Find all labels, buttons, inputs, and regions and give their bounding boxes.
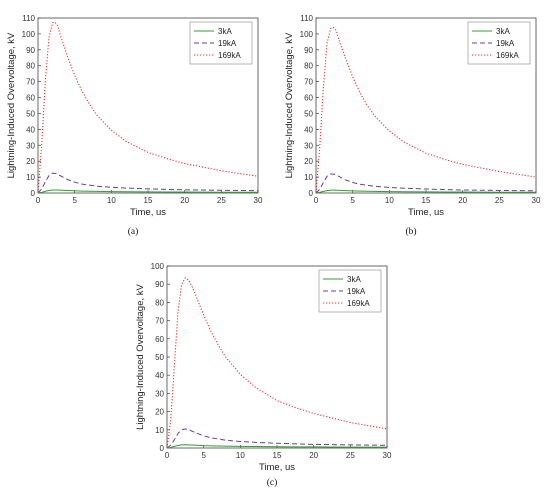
y-tick-label: 70 (26, 78, 35, 87)
x-axis-label: Time, us (259, 462, 295, 473)
legend: 3kA 19kA 169kA (467, 21, 531, 65)
y-tick-label: 20 (26, 157, 35, 166)
y-tick-label: 60 (155, 335, 164, 344)
y-tick-label: 70 (155, 317, 164, 326)
y-tick-label: 90 (155, 280, 164, 289)
x-tick-label: 15 (273, 451, 282, 460)
x-tick-label: 10 (236, 451, 245, 460)
y-tick-label: 10 (155, 426, 164, 435)
y-tick-label: 60 (26, 94, 35, 103)
x-tick-label: 5 (72, 196, 77, 205)
y-tick-label: 40 (26, 125, 35, 134)
x-tick-label: 0 (36, 196, 41, 205)
x-tick-label: 0 (314, 196, 319, 205)
y-tick-label: 90 (304, 46, 313, 55)
legend-entry: 19kA (347, 287, 366, 296)
x-tick-label: 15 (144, 196, 153, 205)
y-tick-label: 50 (26, 109, 35, 118)
y-tick-label: 80 (155, 298, 164, 307)
series-line-19kA (37, 172, 259, 194)
y-tick-label: 80 (304, 62, 313, 71)
x-axis-label: Time, us (408, 207, 444, 218)
y-tick-label: 100 (22, 30, 36, 39)
y-tick-label: 100 (300, 30, 314, 39)
series-line-3kA (166, 444, 387, 449)
y-tick-label: 110 (300, 14, 313, 23)
legend-entry: 3kA (218, 27, 232, 36)
y-axis-label: Lightning-Induced Overvoltage, kV (6, 32, 17, 178)
y-tick-label: 0 (31, 189, 36, 198)
series-line-3kA (37, 189, 258, 194)
subfigure-caption: (c) (267, 477, 278, 488)
series-line-19kA (166, 428, 388, 449)
y-tick-label: 30 (304, 141, 313, 150)
legend-entry: 169kA (347, 299, 370, 308)
chart-panel-2: 0 5 10 15 20 25 30 0 10 20 30 40 50 60 70 80 90 100 Time, … (135, 262, 392, 488)
x-tick-label: 30 (383, 451, 392, 460)
x-tick-label: 25 (495, 196, 504, 205)
y-tick-label: 40 (304, 125, 313, 134)
legend-box (467, 21, 531, 65)
y-axis-label: Lightning-Induced Overvoltage, kV (284, 32, 295, 178)
y-tick-label: 50 (155, 353, 164, 362)
y-tick-label: 60 (304, 94, 313, 103)
legend-box (318, 269, 382, 313)
x-tick-label: 30 (532, 196, 541, 205)
x-tick-label: 20 (180, 196, 189, 205)
x-tick-label: 25 (217, 196, 226, 205)
x-tick-label: 20 (458, 196, 467, 205)
x-tick-label: 30 (254, 196, 263, 205)
y-tick-label: 40 (155, 371, 164, 380)
legend-entry: 3kA (347, 275, 361, 284)
x-tick-label: 5 (350, 196, 355, 205)
y-tick-label: 0 (309, 189, 314, 198)
legend-entry: 169kA (496, 51, 519, 60)
y-tick-label: 30 (155, 389, 164, 398)
legend: 3kA 19kA 169kA (318, 269, 382, 313)
legend-entry: 19kA (496, 39, 515, 48)
y-tick-label: 90 (26, 46, 35, 55)
x-axis-label: Time, us (130, 207, 166, 218)
y-tick-label: 20 (155, 408, 164, 417)
subfigure-caption: (b) (405, 226, 416, 237)
series-line-3kA (315, 189, 536, 194)
chart-panel-0: 0 5 10 15 20 25 30 0 10 20 30 40 50 60 70 80 90 100 110 Tim… (6, 14, 263, 237)
y-axis-label: Lightning-Induced Overvoltage, kV (135, 283, 146, 429)
legend: 3kA 19kA 169kA (189, 21, 253, 65)
chart-panel-1: 0 5 10 15 20 25 30 0 10 20 30 40 50 60 70 80 90 100 110 Tim… (284, 14, 541, 237)
x-tick-label: 5 (201, 451, 206, 460)
x-tick-label: 0 (165, 451, 170, 460)
legend-entry: 3kA (496, 27, 510, 36)
subfigure-caption: (a) (128, 226, 139, 237)
x-tick-label: 20 (309, 451, 318, 460)
y-tick-label: 80 (26, 62, 35, 71)
y-tick-label: 30 (26, 141, 35, 150)
y-tick-label: 10 (304, 173, 313, 182)
series-line-19kA (315, 173, 537, 194)
y-tick-label: 110 (22, 14, 35, 23)
x-tick-label: 10 (107, 196, 116, 205)
legend-box (189, 21, 253, 65)
x-tick-label: 15 (422, 196, 431, 205)
x-tick-label: 25 (346, 451, 355, 460)
y-tick-label: 100 (151, 262, 165, 271)
y-tick-label: 50 (304, 109, 313, 118)
x-tick-label: 10 (385, 196, 394, 205)
legend-entry: 169kA (218, 51, 241, 60)
y-tick-label: 20 (304, 157, 313, 166)
y-tick-label: 10 (26, 173, 35, 182)
y-tick-label: 70 (304, 78, 313, 87)
series-line-169kA (166, 277, 388, 449)
legend-entry: 19kA (218, 39, 237, 48)
y-tick-label: 0 (160, 444, 165, 453)
